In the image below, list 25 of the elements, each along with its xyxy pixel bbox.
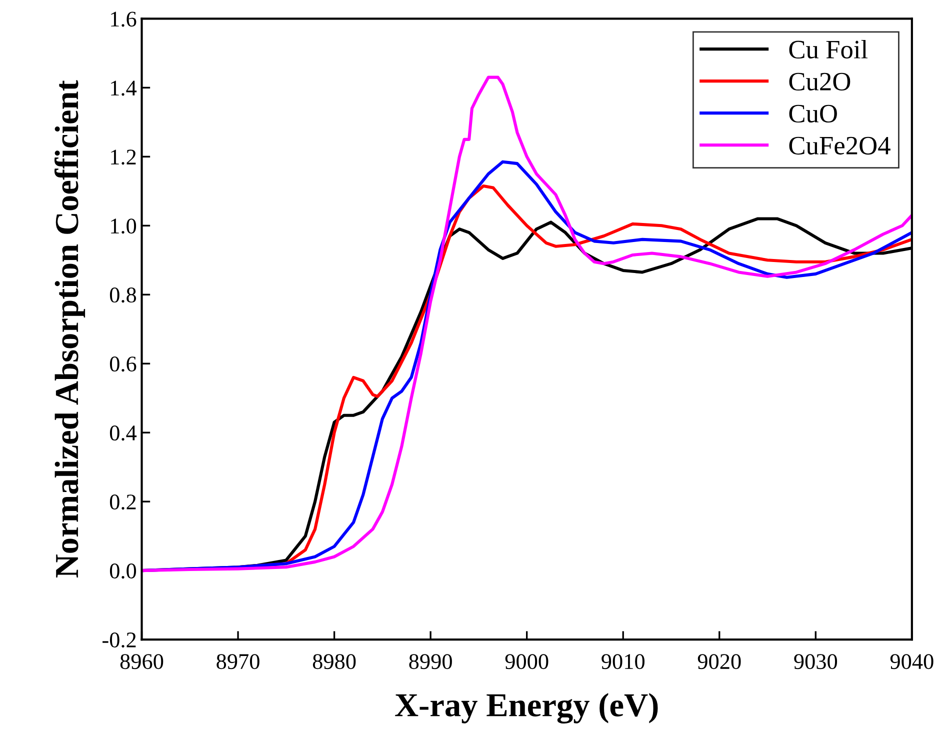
y-tick-label: 1.0 <box>111 218 136 234</box>
y-tick-label: 1.2 <box>111 150 136 165</box>
x-tick-label: 9030 <box>794 654 838 670</box>
y-tick-label: 0.0 <box>110 563 136 579</box>
x-axis-title: X-ray Energy (eV) <box>395 693 658 724</box>
y-tick-label: 0.8 <box>110 288 136 303</box>
y-axis-title: Normalized Absorption Coefficient <box>54 80 86 578</box>
x-tick-label: 9040 <box>890 654 934 670</box>
legend-label: CuFe2O4 <box>789 136 890 155</box>
legend-label: Cu Foil <box>789 40 868 59</box>
x-tick-label: 8970 <box>216 654 260 670</box>
y-tick-label: -0.2 <box>102 632 136 648</box>
y-tick-label: 0.2 <box>110 494 136 510</box>
y-tick-label: 1.4 <box>111 80 137 96</box>
x-tick-label: 9020 <box>698 654 741 670</box>
legend-label: CuO <box>789 104 837 123</box>
x-tick-label: 8980 <box>312 654 356 670</box>
x-tick-label: 8960 <box>120 654 164 670</box>
x-tick-label: 9000 <box>505 654 548 670</box>
x-tick-label: 8990 <box>409 654 452 670</box>
y-tick-label: 1.6 <box>111 12 136 27</box>
y-tick-label: 0.6 <box>110 356 136 372</box>
legend-label: Cu2O <box>789 72 850 91</box>
y-tick-label: 0.4 <box>110 426 137 441</box>
x-tick-label: 9010 <box>602 654 644 670</box>
